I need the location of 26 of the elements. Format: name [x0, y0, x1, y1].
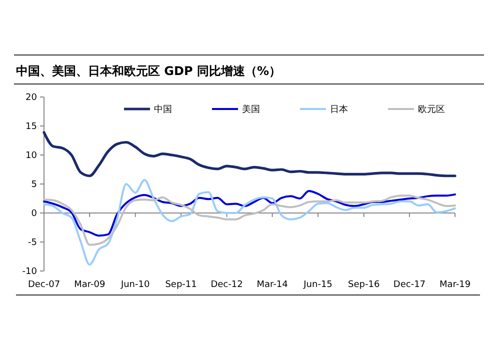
y-tick-label: 15	[26, 122, 37, 132]
chart-title: 中国、美国、日本和欧元区 GDP 同比增速（%）	[16, 64, 281, 78]
x-tick-label: Mar-14	[256, 280, 288, 290]
x-tick-label: Mar-19	[439, 280, 471, 290]
x-tick-label: Mar-09	[74, 280, 106, 290]
line-series	[43, 178, 456, 266]
legend-label: 中国	[154, 104, 172, 116]
x-tick-label: Jun-15	[302, 280, 332, 290]
x-tick-label: Dec-07	[28, 280, 60, 290]
line-series	[43, 194, 456, 246]
x-tick-label: Sep-16	[348, 280, 380, 290]
line-series	[42, 131, 456, 178]
legend-label: 美国	[242, 104, 260, 116]
y-tick-label: 5	[31, 180, 37, 190]
y-tick-label: -10	[22, 267, 38, 278]
x-tick-label: Dec-12	[210, 280, 243, 290]
y-tick-label: 20	[26, 93, 38, 104]
y-tick-label: 10	[26, 151, 38, 162]
x-tick-label: Jun-10	[120, 280, 150, 290]
x-tick-label: Sep-11	[165, 280, 197, 290]
y-tick-label: 0	[31, 209, 38, 220]
legend-label: 欧元区	[418, 104, 445, 116]
y-tick-label: -5	[28, 238, 37, 248]
x-tick-label: Dec-17	[393, 280, 426, 290]
line-series	[43, 190, 456, 237]
legend-label: 日本	[330, 104, 348, 116]
